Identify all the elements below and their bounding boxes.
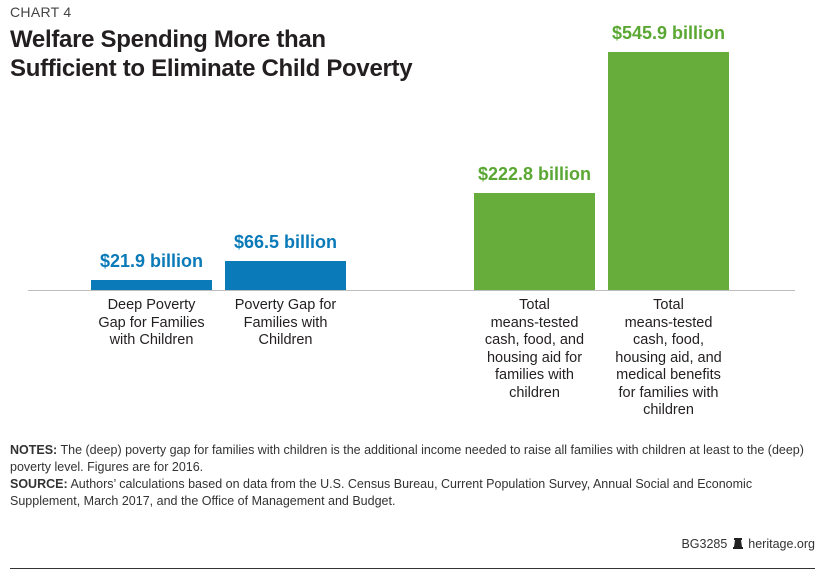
credit-site: heritage.org	[748, 537, 815, 551]
source-text: Authors’ calculations based on data from…	[10, 477, 753, 508]
bar-2	[225, 261, 346, 290]
data-label-4: $545.9 billion	[611, 23, 726, 43]
notes: NOTES: The (deep) poverty gap for famili…	[10, 442, 810, 476]
notes-block: NOTES: The (deep) poverty gap for famili…	[10, 442, 810, 510]
source: SOURCE: Authors’ calculations based on d…	[10, 476, 810, 510]
data-label-1: $21.9 billion	[99, 251, 204, 272]
category-label-3: Total means-tested cash, food, and housing …	[484, 297, 585, 401]
category-label-2: Poverty Gap for Families with Children	[234, 297, 337, 348]
plot-area: $21.9 billion Deep Poverty Gap for Familie…	[28, 23, 795, 418]
bar-1	[91, 280, 212, 290]
category-label-1: Deep Poverty Gap for Families with Childre…	[98, 297, 205, 348]
liberty-bell-icon	[732, 538, 743, 549]
title-line-2: Sufficient to Eliminate Child Poverty	[10, 55, 413, 82]
chart-title: Welfare Spending More than Sufficient to…	[10, 25, 413, 83]
bar-3	[474, 192, 595, 290]
chart-kicker: CHART 4	[10, 4, 72, 20]
credit-id: BG3285	[681, 537, 728, 551]
data-label-3: $222.8 billion	[477, 163, 592, 184]
category-label-4: Total means-tested cash, food, housing aid,…	[615, 297, 722, 418]
bottom-rule	[10, 568, 815, 569]
notes-label: NOTES:	[10, 443, 58, 457]
data-label-2: $66.5 billion	[233, 232, 338, 252]
bar-4	[608, 52, 729, 290]
x-axis-baseline	[28, 290, 795, 291]
credit: BG3285 heritage.org	[681, 537, 815, 551]
source-label: SOURCE:	[10, 477, 68, 491]
title-line-1: Welfare Spending More than	[10, 26, 326, 53]
notes-text: The (deep) poverty gap for families with…	[10, 443, 804, 474]
